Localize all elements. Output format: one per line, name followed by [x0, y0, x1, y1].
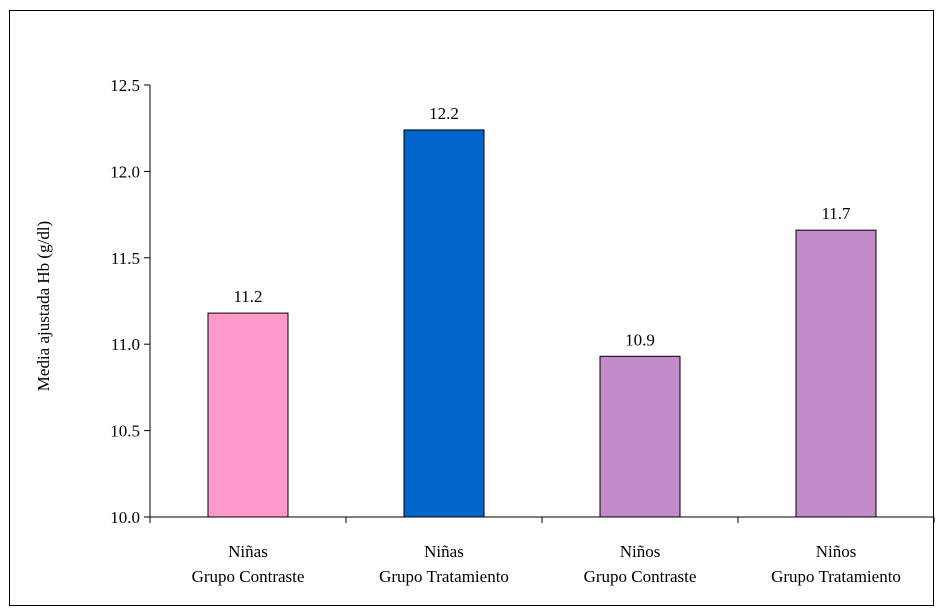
bar: [795, 229, 877, 518]
x-axis-ticks: [149, 517, 935, 523]
bars: [207, 129, 877, 518]
bar: [207, 312, 289, 518]
y-tick-label: 11.5: [111, 249, 140, 268]
y-tick-label: 12.0: [110, 162, 140, 181]
data-label: 11.7: [821, 204, 851, 223]
x-tick-label: Niños: [620, 542, 661, 561]
x-tick-label: Niños: [816, 542, 857, 561]
data-labels: 11.2 12.2 10.9 11.7: [233, 104, 851, 349]
x-tick-label: Grupo Tratamiento: [771, 567, 901, 586]
y-axis-ticks: 10.0 10.5 11.0 11.5 12.0 12.5: [110, 76, 150, 527]
data-label: 12.2: [429, 104, 459, 123]
y-tick-label: 10.5: [110, 422, 140, 441]
x-tick-label: Niñas: [228, 542, 268, 561]
bar: [403, 129, 485, 518]
data-label: 11.2: [233, 287, 262, 306]
x-tick-label: Grupo Tratamiento: [379, 567, 509, 586]
y-axis-title: Media ajustada Hb (g/dl): [34, 221, 53, 391]
bar: [599, 355, 681, 518]
y-tick-label: 10.0: [110, 508, 140, 527]
data-label: 10.9: [625, 330, 655, 349]
x-tick-label: Grupo Contraste: [584, 567, 697, 586]
y-tick-label: 12.5: [110, 76, 140, 95]
x-tick-label: Grupo Contraste: [192, 567, 305, 586]
y-tick-label: 11.0: [111, 335, 140, 354]
x-axis-labels: Niñas Grupo Contraste Niñas Grupo Tratamien…: [192, 542, 901, 586]
x-tick-label: Niñas: [424, 542, 464, 561]
